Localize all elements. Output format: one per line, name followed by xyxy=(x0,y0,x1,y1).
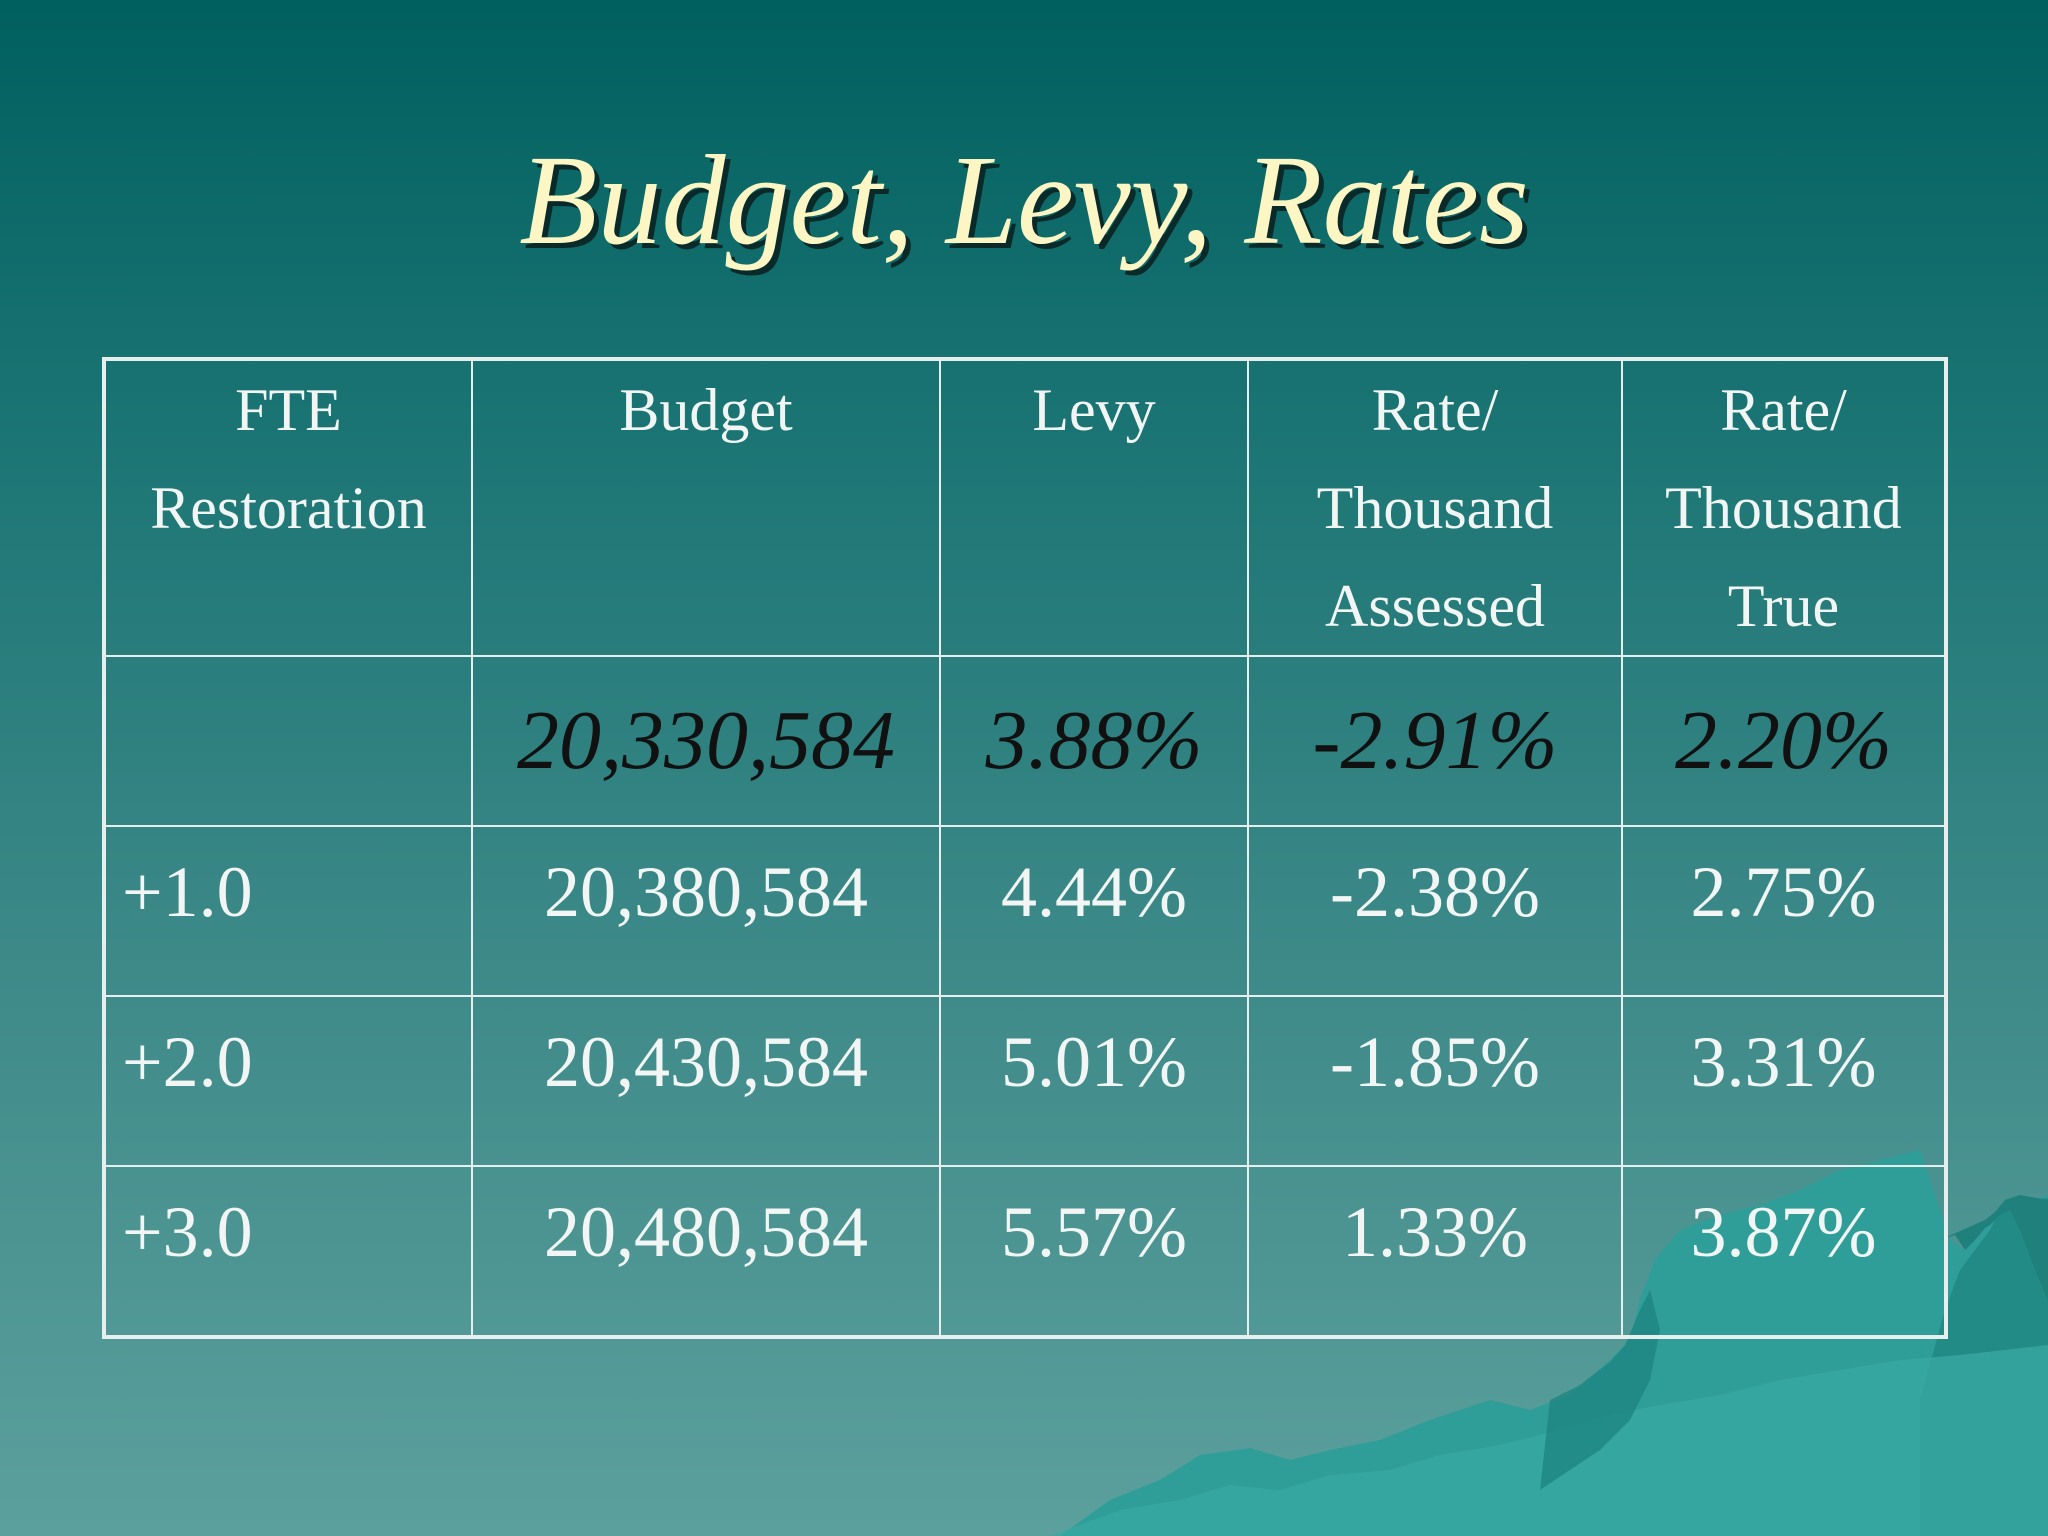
header-rate-assessed: Rate/ Thousand Assessed xyxy=(1247,358,1623,657)
mountain-far-peak xyxy=(1940,1195,2048,1300)
baseline-row: 20,330,584 3.88% -2.91% 2.20% xyxy=(103,655,1947,827)
fte-cell: +2.0 xyxy=(103,995,473,1167)
header-fte-restoration: FTE Restoration xyxy=(103,358,473,657)
baseline-rate-true-cell: 2.20% xyxy=(1621,655,1947,827)
fte-cell: +1.0 xyxy=(103,825,473,997)
levy-cell: 5.57% xyxy=(939,1165,1249,1338)
header-rate-true: Rate/ Thousand True xyxy=(1621,358,1947,657)
levy-cell: 4.44% xyxy=(939,825,1249,997)
header-line: Levy xyxy=(1032,377,1156,443)
baseline-budget-cell: 20,330,584 xyxy=(471,655,941,827)
baseline-rate-assessed-cell: -2.91% xyxy=(1247,655,1623,827)
table-row: +3.0 20,480,584 5.57% 1.33% 3.87% xyxy=(103,1165,1947,1338)
levy-cell: 5.01% xyxy=(939,995,1249,1167)
header-line: Thousand xyxy=(1316,475,1554,541)
rate-assessed-cell: 1.33% xyxy=(1247,1165,1623,1338)
budget-cell: 20,430,584 xyxy=(471,995,941,1167)
header-line: Thousand xyxy=(1665,475,1902,541)
header-line: Rate/ xyxy=(1371,377,1499,443)
rate-assessed-cell: -1.85% xyxy=(1247,995,1623,1167)
budget-levy-rates-table: FTE Restoration Budget Levy Rate/ Thousa… xyxy=(102,357,1948,1339)
budget-cell: 20,380,584 xyxy=(471,825,941,997)
table-header-row: FTE Restoration Budget Levy Rate/ Thousa… xyxy=(103,358,1947,657)
table-row: +1.0 20,380,584 4.44% -2.38% 2.75% xyxy=(103,825,1947,997)
header-line: Restoration xyxy=(150,475,427,541)
header-line: Assessed xyxy=(1325,573,1545,639)
budget-cell: 20,480,584 xyxy=(471,1165,941,1338)
header-line: FTE xyxy=(235,377,342,443)
header-line: Budget xyxy=(619,377,793,443)
slide-title: Budget, Levy, Rates xyxy=(519,129,1529,271)
mountain-ridge-shadow xyxy=(1540,1290,1660,1490)
header-budget: Budget xyxy=(471,358,941,657)
header-line: Rate/ xyxy=(1720,377,1847,443)
header-line: True xyxy=(1727,573,1840,639)
header-levy: Levy xyxy=(939,358,1249,657)
table-row: +2.0 20,430,584 5.01% -1.85% 3.31% xyxy=(103,995,1947,1167)
baseline-fte-cell xyxy=(103,655,473,827)
rate-true-cell: 3.87% xyxy=(1621,1165,1947,1338)
baseline-levy-cell: 3.88% xyxy=(939,655,1249,827)
rate-assessed-cell: -2.38% xyxy=(1247,825,1623,997)
rate-true-cell: 3.31% xyxy=(1621,995,1947,1167)
fte-cell: +3.0 xyxy=(103,1165,473,1338)
rate-true-cell: 2.75% xyxy=(1621,825,1947,997)
